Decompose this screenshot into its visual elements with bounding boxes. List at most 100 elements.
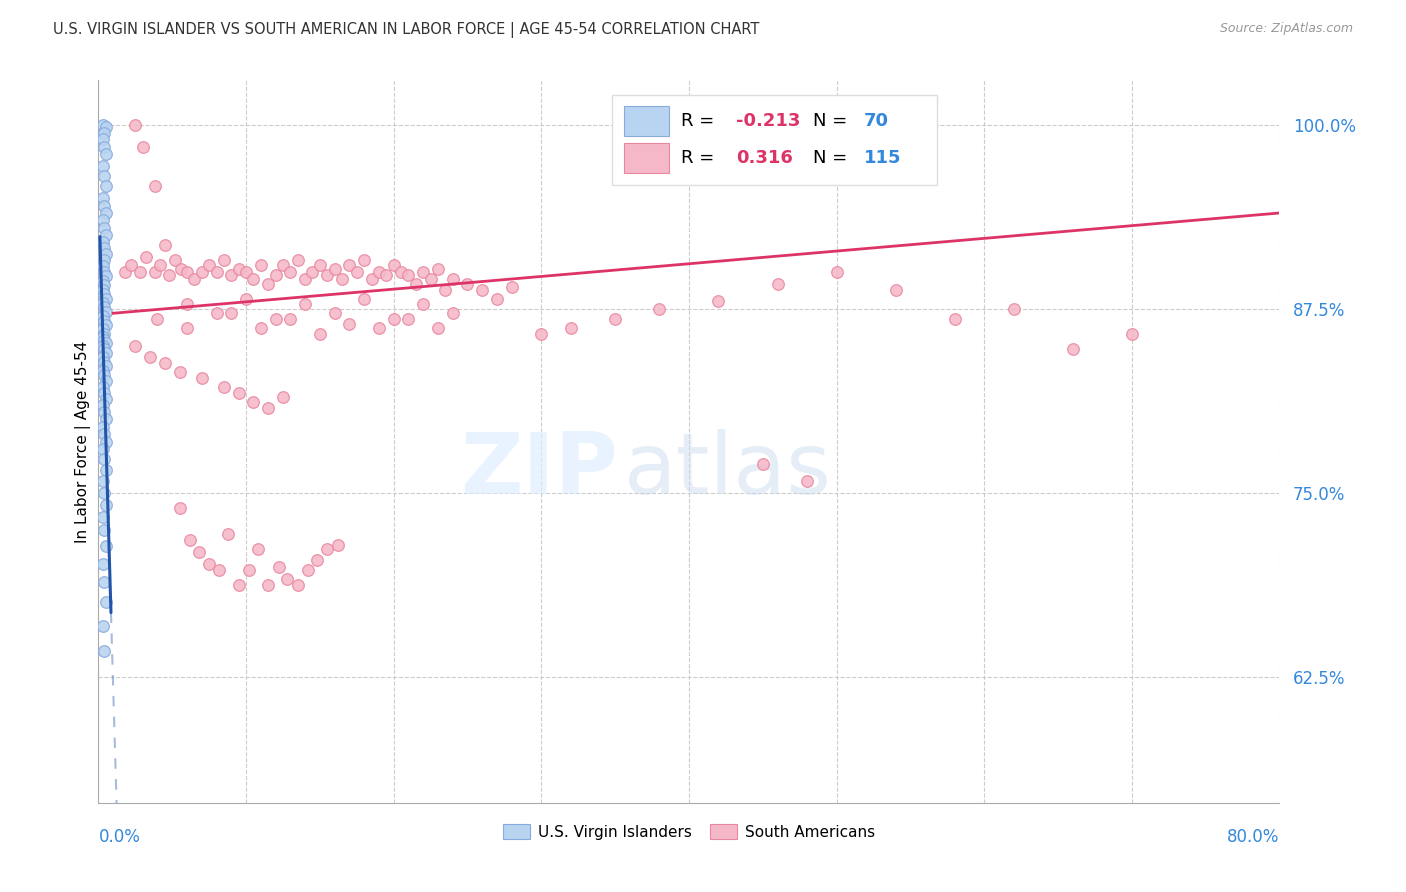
Point <box>93 523 115 537</box>
Point <box>212 380 235 394</box>
Point <box>91 419 114 434</box>
Point <box>796 475 818 489</box>
Point <box>94 318 117 332</box>
Point <box>94 335 117 350</box>
Point <box>294 272 316 286</box>
Point <box>257 577 280 591</box>
Point <box>91 364 114 378</box>
Text: R =: R = <box>681 149 720 168</box>
FancyBboxPatch shape <box>612 95 936 185</box>
Point <box>170 262 193 277</box>
Point <box>94 539 117 553</box>
Point <box>427 321 450 335</box>
Point <box>176 297 198 311</box>
Point <box>752 457 775 471</box>
Point <box>93 265 115 279</box>
Point <box>884 283 907 297</box>
Point <box>93 253 115 268</box>
Point <box>91 309 114 323</box>
Point <box>257 401 280 415</box>
Point <box>124 339 146 353</box>
Point <box>316 542 339 557</box>
Point <box>287 253 309 268</box>
Point <box>297 563 319 577</box>
Point <box>419 272 441 286</box>
Point <box>93 427 115 442</box>
Point <box>94 359 117 374</box>
Point <box>368 265 391 279</box>
Point <box>169 365 191 379</box>
Point <box>91 339 114 353</box>
Point <box>389 265 412 279</box>
Point <box>114 265 136 279</box>
Point <box>375 268 398 282</box>
Point <box>93 169 115 183</box>
Point <box>146 312 169 326</box>
Point <box>94 462 117 476</box>
Point <box>93 241 115 255</box>
Point <box>94 595 117 609</box>
Point <box>93 333 115 347</box>
Point <box>501 279 523 293</box>
Point <box>91 442 114 456</box>
Point <box>187 545 209 559</box>
Point <box>91 322 114 336</box>
Point <box>94 498 117 512</box>
FancyBboxPatch shape <box>624 143 669 173</box>
Point <box>93 355 115 369</box>
Point <box>530 326 553 341</box>
Point <box>316 268 339 282</box>
Point <box>91 159 114 173</box>
Point <box>305 552 328 566</box>
Point <box>280 312 302 326</box>
Point <box>242 272 264 286</box>
Point <box>91 283 114 297</box>
Point <box>91 351 114 365</box>
Point <box>1121 326 1143 341</box>
Text: -0.213: -0.213 <box>737 112 800 129</box>
Point <box>94 269 117 284</box>
Text: 0.316: 0.316 <box>737 149 793 168</box>
Point <box>221 306 243 320</box>
Point <box>132 139 155 153</box>
Point <box>91 557 114 571</box>
Point <box>93 486 115 500</box>
Point <box>91 213 114 227</box>
Point <box>198 258 221 272</box>
Point <box>93 139 115 153</box>
Point <box>323 262 346 277</box>
Point <box>91 132 114 146</box>
Point <box>1002 301 1025 316</box>
Point <box>441 306 464 320</box>
Point <box>94 206 117 220</box>
Point <box>93 385 115 400</box>
Point <box>153 356 176 370</box>
Point <box>120 258 142 272</box>
Point <box>165 253 187 268</box>
Text: U.S. VIRGIN ISLANDER VS SOUTH AMERICAN IN LABOR FORCE | AGE 45-54 CORRELATION CH: U.S. VIRGIN ISLANDER VS SOUTH AMERICAN I… <box>53 22 759 38</box>
Point <box>353 292 375 306</box>
Point <box>93 342 115 356</box>
Point <box>94 412 117 426</box>
Point <box>441 272 464 286</box>
Point <box>427 262 450 277</box>
Point <box>228 262 250 277</box>
Point <box>139 351 162 365</box>
Point <box>93 127 115 141</box>
Point <box>398 268 420 282</box>
Point <box>91 380 114 394</box>
Point <box>605 312 627 326</box>
Text: ZIP: ZIP <box>460 429 619 512</box>
Point <box>94 374 117 388</box>
Text: 115: 115 <box>863 149 901 168</box>
Point <box>143 179 166 194</box>
Legend: U.S. Virgin Islanders, South Americans: U.S. Virgin Islanders, South Americans <box>496 818 882 846</box>
Point <box>94 179 117 194</box>
Point <box>94 392 117 406</box>
Point <box>149 258 172 272</box>
Point <box>91 398 114 412</box>
Point <box>179 533 201 548</box>
Point <box>93 313 115 327</box>
Point <box>398 312 420 326</box>
Point <box>412 265 434 279</box>
